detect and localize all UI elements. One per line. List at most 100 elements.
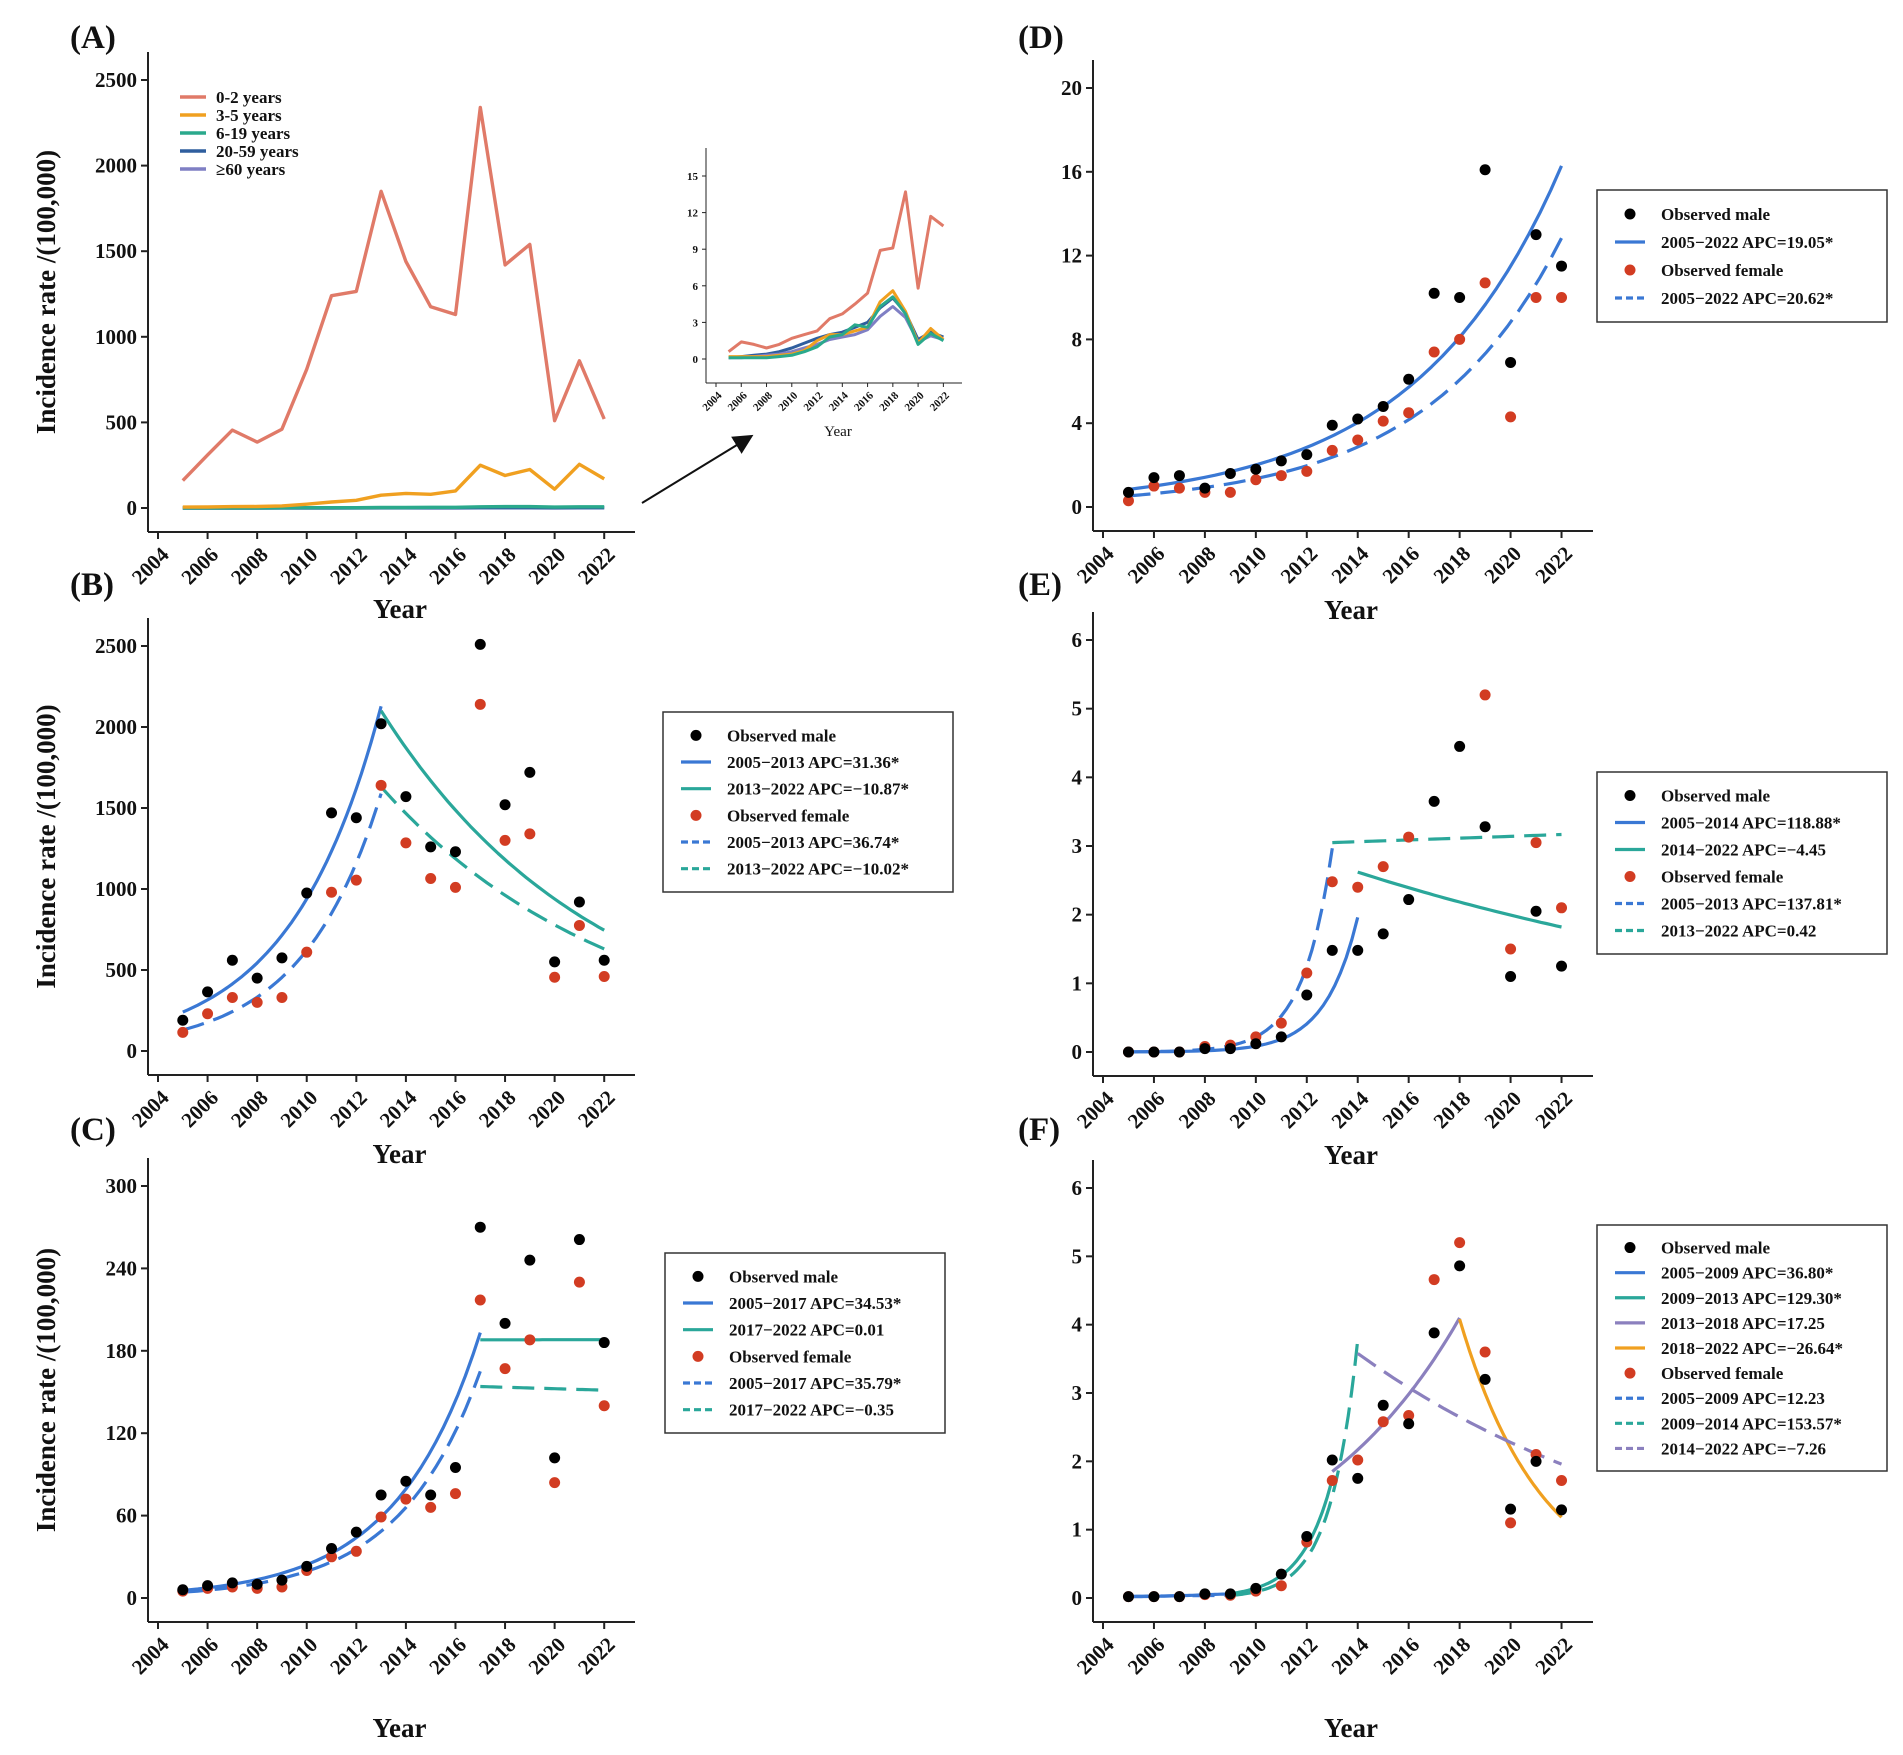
male-point bbox=[1122, 1591, 1134, 1603]
y-tick-label: 120 bbox=[106, 1421, 138, 1445]
male-point bbox=[1250, 463, 1262, 475]
female-point bbox=[1530, 837, 1542, 849]
female-point bbox=[1224, 486, 1236, 498]
female-point bbox=[1301, 967, 1313, 979]
x-tick-label: 2012 bbox=[325, 543, 372, 590]
female-point bbox=[1403, 407, 1415, 419]
male-point bbox=[1403, 1418, 1415, 1430]
trend-line-female-3 bbox=[480, 1384, 605, 1392]
female-point bbox=[425, 872, 437, 884]
male-point bbox=[1301, 449, 1313, 461]
female-point bbox=[499, 834, 511, 846]
male-point bbox=[598, 1337, 610, 1349]
x-tick-label: 2012 bbox=[1276, 1087, 1323, 1134]
y-tick-label: 4 bbox=[1072, 411, 1083, 435]
male-point bbox=[1556, 260, 1568, 272]
female-point bbox=[1122, 495, 1134, 507]
male-point bbox=[598, 954, 610, 966]
male-point bbox=[251, 972, 263, 984]
y-tick-label: 20 bbox=[1061, 76, 1082, 100]
female-point bbox=[1454, 333, 1466, 345]
x-axis-title: Year bbox=[1324, 1713, 1378, 1743]
male-point bbox=[1224, 467, 1236, 479]
y-tick-label: 4 bbox=[1072, 1313, 1083, 1337]
x-tick-label: 2018 bbox=[474, 1633, 521, 1680]
legend-label: 6-19 years bbox=[216, 124, 291, 143]
x-tick-label: 2004 bbox=[127, 1085, 174, 1132]
x-tick-label: 2006 bbox=[176, 1086, 223, 1133]
x-tick-label: 2022 bbox=[1530, 542, 1577, 589]
x-tick-label: 2014 bbox=[375, 1085, 422, 1132]
trend-line-female-3 bbox=[379, 785, 605, 951]
male-point bbox=[226, 1577, 238, 1589]
x-axis-title: Year bbox=[373, 594, 427, 624]
male-point bbox=[1428, 795, 1440, 807]
legend-label: 2005−2022 APC=19.05* bbox=[1661, 233, 1833, 252]
legend-label: Observed female bbox=[1661, 1364, 1784, 1383]
female-point bbox=[524, 1334, 536, 1346]
x-tick-label: 2006 bbox=[1123, 1087, 1170, 1134]
legend-label: Observed female bbox=[1661, 868, 1784, 887]
male-point bbox=[1479, 164, 1491, 176]
x-tick-label: 2010 bbox=[1225, 542, 1272, 589]
female-point bbox=[1275, 470, 1287, 482]
male-point bbox=[1301, 989, 1313, 1001]
female-point bbox=[524, 828, 536, 840]
female-point bbox=[474, 698, 486, 710]
male-point bbox=[1454, 1260, 1466, 1272]
legend-label: 2005−2013 APC=137.81* bbox=[1661, 895, 1842, 914]
female-point bbox=[202, 1008, 214, 1020]
female-point bbox=[350, 1545, 362, 1557]
male-point bbox=[1352, 1472, 1364, 1484]
inset-x-axis-title: Year bbox=[824, 424, 852, 440]
male-point bbox=[549, 956, 561, 968]
x-axis-title: Year bbox=[373, 1713, 427, 1743]
legend: Observed male 2005−2022 APC=19.05* Observe… bbox=[1596, 189, 1888, 323]
male-point bbox=[1403, 373, 1415, 385]
legend: Observed male 2005−2009 APC=36.80* 2009−20… bbox=[1596, 1224, 1888, 1472]
male-point bbox=[499, 1317, 511, 1329]
female-point bbox=[1326, 444, 1338, 456]
male-point bbox=[202, 986, 214, 998]
legend-point-swatch bbox=[1624, 871, 1636, 882]
panel-label: (A) bbox=[70, 20, 116, 56]
y-axis-title: Incidence rate /(100,000) bbox=[31, 1248, 61, 1532]
female-point bbox=[1352, 1454, 1364, 1466]
legend-box bbox=[662, 711, 954, 893]
male-point bbox=[226, 954, 238, 966]
male-point bbox=[1454, 740, 1466, 752]
y-tick-label: 2000 bbox=[95, 715, 137, 739]
x-tick-label: 2022 bbox=[928, 389, 952, 413]
male-point bbox=[1505, 1503, 1517, 1515]
legend-label: 2005−2009 APC=12.23 bbox=[1661, 1389, 1825, 1408]
male-point bbox=[1199, 1043, 1211, 1055]
male-point bbox=[375, 1489, 387, 1501]
trend-line-male-1 bbox=[379, 709, 605, 932]
female-point bbox=[598, 1400, 610, 1412]
male-point bbox=[301, 887, 313, 899]
male-point bbox=[1505, 356, 1517, 368]
x-tick-label: 2016 bbox=[1378, 542, 1425, 589]
x-tick-label: 2018 bbox=[877, 389, 901, 413]
female-point bbox=[1173, 482, 1185, 494]
legend-point-swatch bbox=[692, 1270, 704, 1282]
male-point bbox=[1275, 1031, 1287, 1043]
y-tick-label: 2000 bbox=[95, 154, 137, 178]
legend-label: 2013−2018 APC=17.25 bbox=[1661, 1314, 1825, 1333]
series-line-0 bbox=[181, 105, 606, 482]
x-tick-label: 2018 bbox=[1429, 1633, 1476, 1680]
female-point bbox=[1454, 1237, 1466, 1249]
y-tick-label: 0 bbox=[1072, 495, 1083, 519]
male-point bbox=[326, 1543, 338, 1555]
male-point bbox=[400, 791, 412, 803]
female-point bbox=[1326, 876, 1338, 888]
male-point bbox=[177, 1014, 189, 1026]
male-point bbox=[1556, 960, 1568, 972]
male-point bbox=[1428, 1327, 1440, 1339]
legend-box bbox=[1596, 771, 1888, 955]
x-tick-label: 2020 bbox=[1479, 1087, 1526, 1134]
x-tick-label: 2012 bbox=[325, 1633, 372, 1680]
